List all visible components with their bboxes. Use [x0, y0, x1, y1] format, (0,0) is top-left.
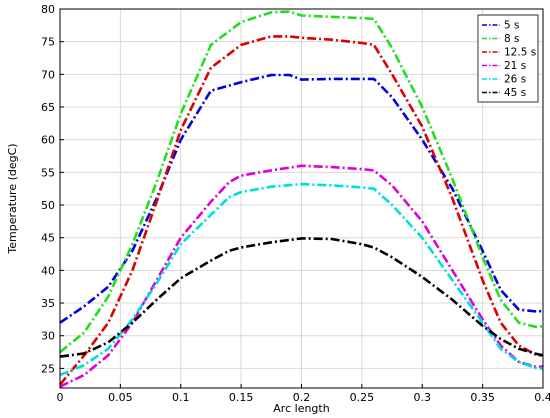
legend-label: 5 s: [504, 20, 520, 32]
y-tick-label: 30: [41, 330, 55, 343]
x-tick-label: 0.35: [470, 391, 495, 404]
series-layer: [58, 10, 544, 388]
y-tick-label: 70: [41, 68, 55, 81]
legend-label: 21 s: [504, 60, 526, 72]
grid-layer: [59, 8, 544, 388]
y-tick-label: 45: [41, 232, 55, 245]
series-line-4: [59, 182, 543, 377]
x-tick-label: 0.4: [534, 391, 550, 404]
y-tick-label: 65: [41, 101, 55, 114]
y-tick-label: 75: [41, 36, 55, 49]
y-tick-label: 55: [41, 166, 55, 179]
x-tick-label: 0.25: [350, 391, 375, 404]
legend-label: 12.5 s: [504, 47, 536, 59]
tick-layer: 0 0.05 0.1 0.15 0.2 0.25 0.3 0.35 0.4 25 30 35 40 45 5…: [41, 3, 550, 404]
y-tick-label: 50: [41, 199, 55, 212]
y-axis-label: Temperature (degC): [6, 143, 19, 254]
x-axis-label: Arc length: [273, 402, 329, 415]
x-tick-label: 0.05: [108, 391, 133, 404]
series-line-0: [59, 73, 544, 324]
x-tick-label: 0.1: [172, 391, 190, 404]
x-tick-label: 0: [57, 391, 64, 404]
series-line-5: [59, 237, 544, 358]
y-tick-label: 35: [41, 297, 55, 310]
legend-label: 26 s: [504, 74, 526, 86]
y-tick-label: 40: [41, 264, 55, 277]
x-tick-label: 0.15: [229, 391, 254, 404]
y-tick-label: 80: [41, 3, 55, 16]
x-tick-label: 0.3: [414, 391, 432, 404]
legend-label: 8 s: [504, 33, 520, 45]
legend-box: [477, 14, 539, 103]
legend-label: 45 s: [504, 87, 526, 99]
legend: 5 s8 s 12.5 s21 s 26 s45 s: [477, 14, 539, 103]
y-tick-label: 25: [41, 362, 55, 375]
x-tick-label: 0.2: [293, 391, 311, 404]
y-tick-label: 60: [41, 134, 55, 147]
series-line-1: [59, 10, 544, 354]
series-line-2: [58, 35, 543, 386]
